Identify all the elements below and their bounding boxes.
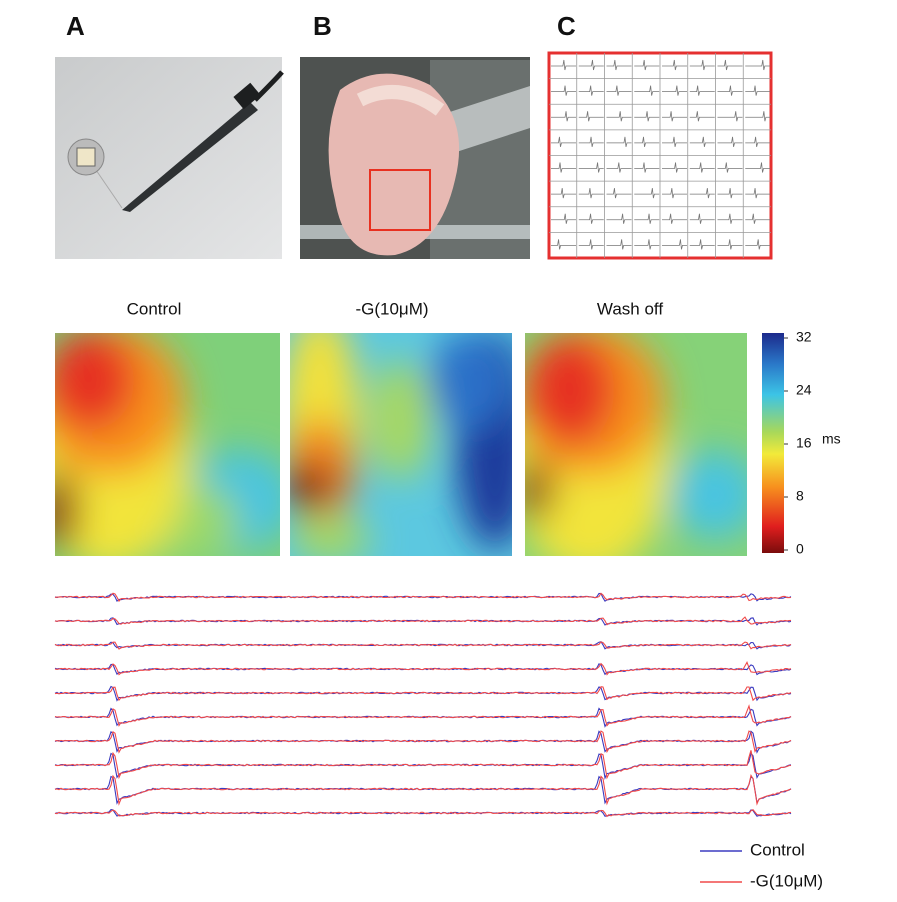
mini-trace <box>551 111 576 122</box>
mini-trace <box>606 213 632 224</box>
mini-trace <box>606 85 632 96</box>
photo-heart <box>300 57 530 259</box>
mini-trace <box>578 59 604 71</box>
mini-trace <box>717 239 743 250</box>
legend-label: -G(10μM) <box>750 871 823 890</box>
trace <box>54 616 792 626</box>
trace <box>54 750 792 780</box>
trace <box>54 641 792 650</box>
mini-trace <box>578 136 604 147</box>
panel-label: A <box>66 11 85 41</box>
mini-trace <box>717 213 743 224</box>
mini-trace <box>578 188 604 199</box>
mini-trace <box>689 188 715 199</box>
mini-trace <box>689 59 715 71</box>
mini-trace <box>717 188 743 199</box>
mini-trace <box>551 162 576 173</box>
mini-trace <box>578 85 604 96</box>
electrode-grid <box>547 51 773 260</box>
mini-trace <box>634 188 660 199</box>
mini-trace <box>717 136 743 147</box>
mini-trace <box>745 239 771 250</box>
activation-map <box>290 333 512 556</box>
mini-trace <box>662 59 687 71</box>
mini-trace <box>634 85 660 96</box>
trace <box>54 686 792 702</box>
mini-trace <box>551 136 576 147</box>
trace <box>54 809 792 818</box>
mini-trace <box>634 162 660 173</box>
mini-trace <box>689 111 715 122</box>
mini-trace <box>634 213 660 224</box>
mini-trace <box>551 188 576 199</box>
mini-trace <box>634 136 660 147</box>
mini-trace <box>717 162 743 173</box>
mini-trace <box>689 162 715 173</box>
mini-trace <box>745 188 771 199</box>
mini-trace <box>662 85 687 96</box>
activation-map <box>525 333 747 556</box>
activation-map <box>55 333 280 556</box>
colorbar-unit: ms <box>822 431 841 447</box>
trace <box>54 730 792 754</box>
mini-trace <box>717 111 743 122</box>
map-title: Control <box>127 299 182 318</box>
map-title: Wash off <box>597 299 663 318</box>
mini-trace <box>606 136 632 147</box>
mini-trace <box>662 213 687 224</box>
mini-trace <box>689 85 715 96</box>
mini-trace <box>662 239 687 250</box>
mini-trace <box>578 111 604 122</box>
mini-trace <box>551 239 576 250</box>
legend-label: Control <box>750 840 805 859</box>
mini-trace <box>717 85 743 96</box>
mini-trace <box>662 111 687 122</box>
mini-trace <box>634 59 660 71</box>
mini-trace <box>551 213 576 224</box>
mini-trace <box>717 59 743 71</box>
mini-trace <box>578 213 604 224</box>
colorbar-tick-label: 8 <box>796 488 804 504</box>
mini-trace <box>634 239 660 250</box>
mini-trace <box>689 136 715 147</box>
colorbar <box>762 333 784 553</box>
mini-trace <box>745 59 771 71</box>
panel-label: C <box>557 11 576 41</box>
mini-trace <box>606 111 632 122</box>
mini-trace <box>745 213 771 224</box>
mini-trace <box>606 239 632 250</box>
map-title: -G(10μM) <box>355 299 428 318</box>
mini-trace <box>662 136 687 147</box>
colorbar-tick-label: 24 <box>796 382 812 398</box>
traces <box>54 592 792 818</box>
mini-trace <box>578 239 604 250</box>
trace <box>54 730 792 754</box>
mini-trace <box>745 136 771 147</box>
colorbar-tick-label: 0 <box>796 541 804 557</box>
mini-trace <box>662 188 687 199</box>
mini-trace <box>551 59 576 71</box>
mini-trace <box>634 111 660 122</box>
mini-trace <box>606 59 632 71</box>
trace <box>54 704 792 727</box>
mini-trace <box>662 162 687 173</box>
mini-trace <box>578 162 604 173</box>
mini-trace <box>745 85 771 96</box>
mini-trace <box>689 239 715 250</box>
mini-trace <box>689 213 715 224</box>
mini-trace <box>745 162 771 173</box>
mini-trace <box>745 111 771 122</box>
colorbar-tick-label: 16 <box>796 435 812 451</box>
mini-trace <box>606 162 632 173</box>
panel-label: B <box>313 11 332 41</box>
trace <box>54 660 792 676</box>
photo-electrode <box>55 57 284 259</box>
trace <box>54 592 792 603</box>
mini-trace <box>606 188 632 199</box>
trace <box>54 773 792 806</box>
colorbar-tick-label: 32 <box>796 329 812 345</box>
mini-trace <box>551 85 576 96</box>
